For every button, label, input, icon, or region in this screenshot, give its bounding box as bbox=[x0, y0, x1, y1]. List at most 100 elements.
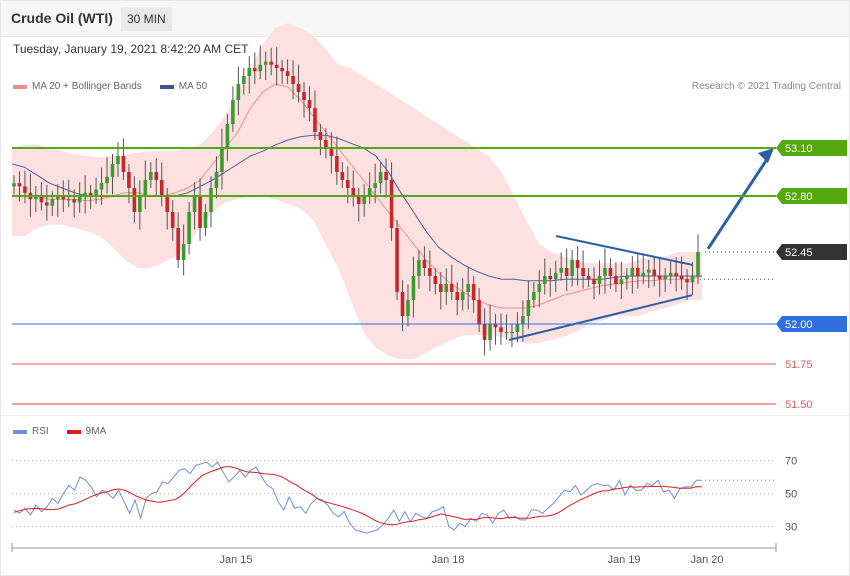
candle-body bbox=[170, 212, 175, 228]
candle-body bbox=[356, 196, 361, 204]
panel-separator bbox=[0, 415, 850, 416]
candle-body bbox=[570, 260, 574, 276]
candle-body bbox=[619, 279, 624, 284]
candle-body bbox=[575, 260, 580, 268]
candle-body bbox=[690, 276, 695, 283]
candle-body bbox=[12, 183, 16, 187]
candle-body bbox=[105, 176, 109, 184]
candle-body bbox=[532, 292, 536, 300]
copyright-note: Research © 2021 Trading Central bbox=[691, 81, 841, 92]
candle-body bbox=[154, 172, 159, 180]
level-label-51-75: 51.75 bbox=[785, 359, 813, 371]
candle-body bbox=[39, 196, 44, 203]
x-tick-label: Jan 18 bbox=[431, 554, 464, 566]
candle-body bbox=[646, 269, 651, 273]
candle-body bbox=[351, 188, 356, 196]
rsi-line bbox=[13, 461, 702, 534]
candle-body bbox=[225, 124, 230, 148]
bollinger-band bbox=[12, 23, 702, 360]
candle-body bbox=[149, 172, 153, 180]
level-tag-52-80 bbox=[776, 188, 847, 204]
candle-body bbox=[460, 292, 465, 300]
candle-body bbox=[345, 180, 350, 188]
candle-body bbox=[439, 284, 443, 292]
candle-body bbox=[592, 279, 596, 284]
candle-body bbox=[236, 84, 241, 100]
candle-body bbox=[17, 183, 22, 187]
candle-body bbox=[110, 164, 115, 177]
candle-body bbox=[263, 61, 268, 65]
candle-body bbox=[127, 172, 131, 188]
candle-body bbox=[121, 156, 126, 172]
candle-body bbox=[696, 252, 700, 276]
candle-body bbox=[395, 228, 399, 292]
candle-body bbox=[313, 108, 317, 132]
candle-body bbox=[504, 332, 509, 334]
rsi-ma-swatch bbox=[66, 429, 81, 434]
candle-body bbox=[258, 64, 263, 72]
candle-body bbox=[318, 132, 323, 140]
candle-body bbox=[34, 196, 38, 200]
rsi-panel: 70 50 30 bbox=[12, 456, 797, 534]
timeframe-badge[interactable]: 30 MIN bbox=[121, 7, 172, 31]
legend-item-ma20: MA 20 + Bollinger Bands bbox=[13, 81, 142, 92]
candle-body bbox=[411, 276, 416, 300]
legend-item-rsi-ma: 9MA bbox=[66, 426, 106, 437]
candle-body bbox=[88, 192, 93, 196]
candle-body bbox=[685, 279, 689, 283]
x-tick-label: Jan 19 bbox=[607, 554, 640, 566]
candle-body bbox=[389, 180, 394, 228]
candle-body bbox=[159, 180, 164, 196]
candle-body bbox=[679, 276, 684, 280]
price-levels: 53.10 52.80 52.45 52.00 51.75 51.50 bbox=[12, 140, 847, 411]
chart-header: Crude Oil (WTI) 30 MIN bbox=[0, 0, 850, 37]
candle-body bbox=[220, 148, 224, 172]
candle-body bbox=[66, 199, 71, 201]
candle-body bbox=[23, 186, 27, 193]
candle-body bbox=[165, 196, 170, 212]
candle-body bbox=[132, 188, 137, 212]
legend-label-ma20: MA 20 + Bollinger Bands bbox=[32, 81, 142, 92]
candle-body bbox=[192, 196, 197, 212]
triangle-lower-line bbox=[508, 294, 693, 341]
candle-body bbox=[231, 100, 235, 124]
candle-body bbox=[280, 68, 284, 72]
candle-body bbox=[242, 76, 246, 84]
legend-item-rsi: RSI bbox=[13, 426, 49, 437]
candle-body bbox=[198, 196, 202, 228]
candle-body bbox=[548, 276, 553, 280]
level-label-52-45: 52.45 bbox=[785, 247, 813, 259]
candles bbox=[12, 45, 700, 356]
candle-body bbox=[335, 156, 339, 172]
candle-body bbox=[455, 292, 460, 300]
candle-body bbox=[510, 332, 514, 334]
level-tag-52-45 bbox=[776, 244, 847, 260]
candle-body bbox=[307, 100, 312, 108]
candle-body bbox=[138, 196, 142, 212]
candle-body bbox=[247, 68, 252, 76]
candle-body bbox=[116, 156, 120, 164]
candle-body bbox=[83, 192, 87, 196]
candle-body bbox=[537, 284, 542, 292]
ma20-line bbox=[12, 83, 703, 309]
rsi-swatch bbox=[13, 429, 27, 434]
level-tag-52-00 bbox=[776, 316, 847, 332]
candle-body bbox=[176, 228, 180, 260]
candle-body bbox=[187, 212, 191, 244]
candle-body bbox=[367, 188, 372, 196]
projection-arrow-shaft bbox=[706, 159, 768, 250]
legend-item-ma50: MA 50 bbox=[159, 81, 207, 92]
candle-body bbox=[636, 268, 640, 276]
candle-body bbox=[291, 76, 295, 84]
candle-body bbox=[94, 189, 98, 196]
candle-body bbox=[61, 196, 66, 200]
candle-body bbox=[373, 183, 377, 188]
candle-body bbox=[340, 172, 345, 180]
candle-body bbox=[564, 268, 569, 276]
ma50-swatch bbox=[159, 84, 174, 89]
candle-body bbox=[302, 92, 306, 100]
projection-arrow-head bbox=[758, 148, 774, 163]
candle-body bbox=[581, 268, 585, 276]
candle-body bbox=[586, 276, 591, 280]
